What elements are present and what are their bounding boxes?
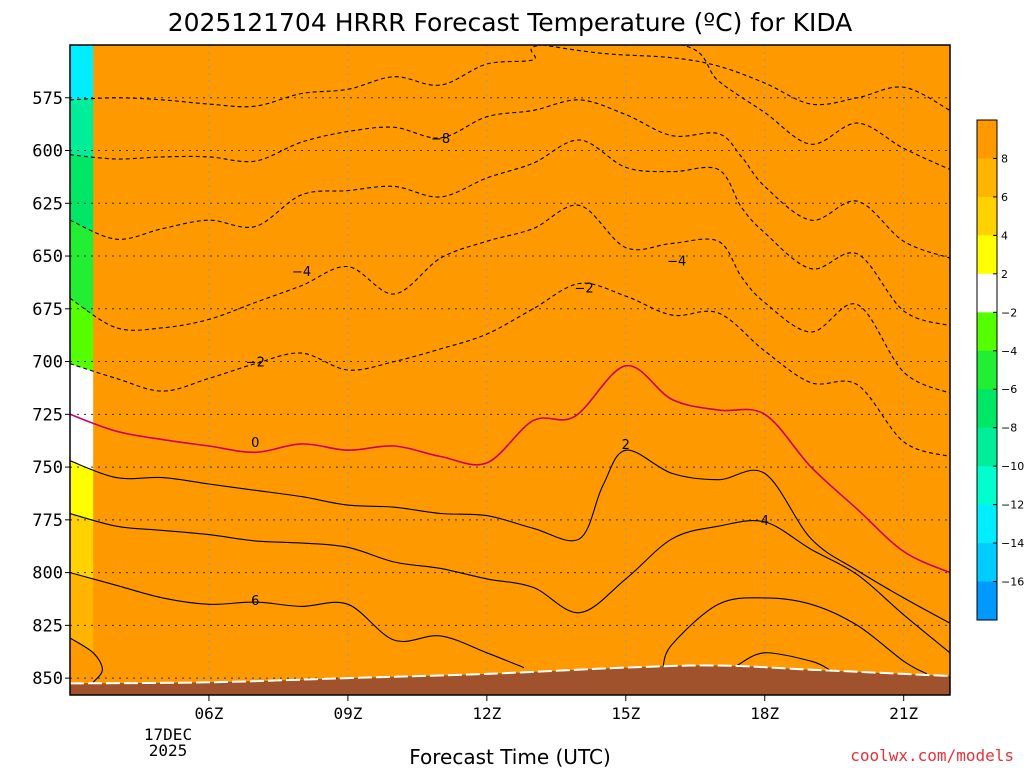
contour-line-8-11: [70, 637, 103, 683]
colorbar-label-7: −8: [1001, 422, 1017, 435]
y-tick-label-600: 600: [32, 142, 63, 162]
colorbar-swatch-1: [977, 158, 997, 198]
y-tick-label-725: 725: [32, 405, 63, 425]
colorbar-swatch-5: [977, 312, 997, 352]
band-fill-8: [70, 45, 950, 695]
colorbar-label-10: −14: [1001, 537, 1024, 550]
colorbar-swatch-0: [977, 120, 997, 159]
colorbar-frame: [976, 119, 998, 621]
colorbar-label-2: 4: [1001, 229, 1008, 242]
colorbar-swatch-7: [977, 389, 997, 429]
contour-label-1: −4: [292, 265, 311, 280]
colorbar-swatch-2: [977, 196, 997, 236]
y-tick-label-800: 800: [32, 564, 63, 584]
colorbar-label-11: −16: [1001, 576, 1024, 589]
contour-line-4-8: [70, 512, 950, 654]
contour-label-0: −8: [431, 132, 450, 147]
colorbar-swatch-3: [977, 235, 997, 275]
x-axis-title: Forecast Time (UTC): [409, 745, 611, 768]
contour-label-5: 0: [251, 436, 259, 451]
contour-label-7: 4: [761, 514, 769, 529]
y-axis: 575 600 625 650 675 700 725 750 775 800 825 850: [32, 89, 70, 689]
x-tick-label-15Z: 15Z: [611, 704, 640, 723]
contour-labels: −8 −4 −4 −2 −2 0 2 4 6: [246, 132, 769, 609]
contour-label-6: 2: [622, 438, 630, 453]
ground-fill: [70, 665, 950, 695]
colorbar-label-0: 8: [1001, 152, 1008, 165]
contour-line-6-10: [662, 597, 928, 675]
colorbar-label-3: 2: [1001, 268, 1008, 281]
contour-label-8: 6: [251, 594, 259, 609]
x-tick-label-12Z: 12Z: [472, 704, 501, 723]
date-label-day: 17DEC: [144, 725, 192, 744]
colorbar-swatch-4: [977, 273, 997, 313]
contour-line-8-12: [736, 652, 830, 671]
colorbar-label-9: −12: [1001, 499, 1024, 512]
contour-line--12-1: [70, 45, 950, 171]
colorbar-swatch-8: [977, 427, 997, 467]
date-label-year: 2025: [149, 741, 188, 760]
colorbar-label-1: 6: [1001, 191, 1008, 204]
colorbar-swatch-9: [977, 466, 997, 506]
colorbar: 8 6 4 2 −2 −4 −6 −8 −10 −12 −14 −16: [976, 119, 1024, 621]
x-tick-label-09Z: 09Z: [333, 704, 362, 723]
y-tick-label-675: 675: [32, 300, 63, 320]
credit-link[interactable]: coolwx.com/models: [850, 746, 1014, 765]
y-tick-label-775: 775: [32, 511, 63, 531]
contour-label-2: −4: [667, 254, 686, 269]
ground-surface-line: [70, 664, 950, 685]
x-tick-label-21Z: 21Z: [889, 704, 918, 723]
x-axis: 06Z 09Z 12Z 15Z 18Z 21Z: [194, 695, 918, 723]
y-tick-label-750: 750: [32, 458, 63, 478]
contour-line-6-9: [70, 572, 525, 669]
colorbar-swatch-10: [977, 504, 997, 544]
contour-line--10-2: [70, 99, 950, 259]
plot-frame: [69, 44, 951, 696]
colorbar-swatch-12: [977, 581, 997, 621]
band-fill-8-1: [736, 652, 830, 670]
x-tick-label-06Z: 06Z: [194, 704, 223, 723]
contour-line--4-5: [70, 282, 950, 458]
contour-line-0-6: [70, 364, 950, 574]
colorbar-label-8: −10: [1001, 460, 1024, 473]
colorbar-label-4: −2: [1001, 306, 1017, 319]
colorbar-label-6: −6: [1001, 383, 1017, 396]
y-tick-label-575: 575: [32, 89, 63, 109]
y-tick-label-700: 700: [32, 353, 63, 373]
colorbar-swatch-6: [977, 350, 997, 390]
y-tick-label-625: 625: [32, 194, 63, 214]
x-tick-label-18Z: 18Z: [750, 704, 779, 723]
colorbar-swatch-11: [977, 543, 997, 583]
contour-line--14-0: [542, 45, 950, 111]
chart-title: 2025121704 HRRR Forecast Temperature (ºC…: [168, 8, 853, 37]
y-tick-label-650: 650: [32, 247, 63, 267]
ground-surface: [70, 664, 950, 695]
contour-label-3: −2: [246, 356, 265, 371]
y-tick-label-825: 825: [32, 616, 63, 636]
y-tick-label-850: 850: [32, 669, 63, 689]
colorbar-label-5: −4: [1001, 345, 1017, 358]
contour-line-2-7: [70, 449, 950, 624]
contour-lines: [70, 45, 950, 683]
filled-contours: [70, 45, 950, 695]
contour-label-4: −2: [575, 282, 594, 297]
